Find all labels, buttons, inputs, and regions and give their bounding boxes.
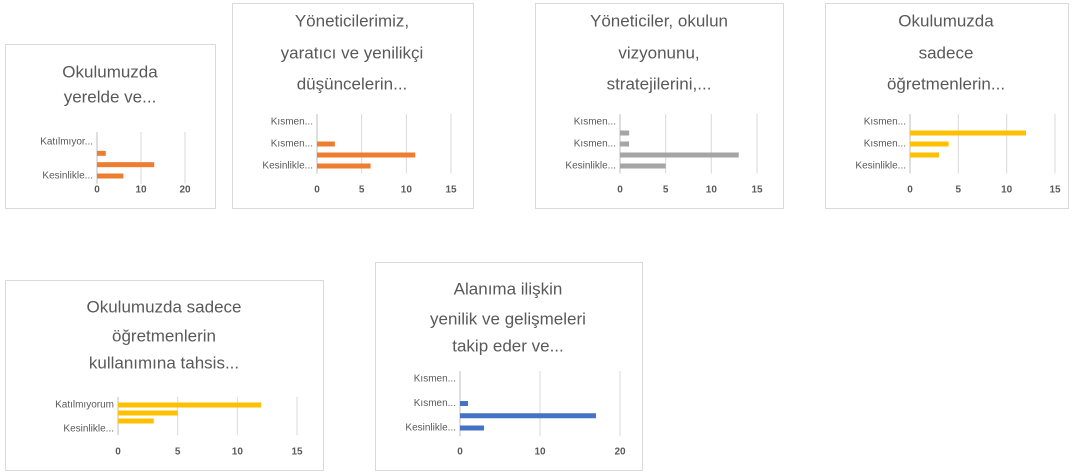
x-tick-label: 10 [401,185,413,196]
y-tick-label: Kısmen... [864,139,906,150]
chart-frame [375,262,643,471]
chart-frame [232,3,474,209]
bar [97,162,155,168]
chart-title: yenilik ve gelişmeleri [430,309,586,328]
x-tick-label: 0 [617,185,623,196]
y-tick-label: Kesinlikle... [42,171,93,182]
bar [620,152,739,158]
x-tick-label: 5 [175,447,181,458]
y-tick-label: Kısmen... [414,374,456,385]
y-tick-label: Kesinlikle... [262,161,313,172]
y-tick-label: Kesinlikle... [565,161,616,172]
bar [317,152,416,158]
x-tick-label: 10 [534,447,546,458]
y-tick-label: Kısmen... [574,139,616,150]
chart-title: öğretmenlerin... [887,74,1005,93]
y-tick-label: Kısmen... [574,117,616,128]
bar [460,425,484,431]
bar [620,163,666,169]
bar [460,401,468,406]
y-tick-label: Katılmıyor... [40,137,93,148]
chart-title: yaratıcı ve yenilikçi [281,43,424,62]
chart-frame [825,3,1069,209]
chart-title: kullanımına tahsis... [89,353,239,372]
x-tick-label: 20 [179,185,191,196]
x-tick-label: 0 [907,185,913,196]
bar [317,141,335,147]
chart-title: düşüncelerin... [297,74,408,93]
x-tick-label: 0 [94,185,100,196]
chart-frame [535,3,784,209]
bar [910,130,1026,136]
y-tick-label: Kesinlikle... [63,424,114,435]
x-tick-label: 15 [751,185,763,196]
chart-title: yerelde ve... [64,87,157,106]
bar [97,173,124,179]
chart-frame [5,280,324,471]
x-tick-label: 10 [1001,185,1013,196]
y-tick-label: Kesinlikle... [855,161,906,172]
x-tick-label: 0 [314,185,320,196]
x-tick-label: 15 [445,185,457,196]
chart-title: Okulumuzda [62,62,158,81]
x-tick-label: 5 [956,185,962,196]
chart-frame [5,44,216,209]
bar [910,141,949,147]
y-tick-label: Kısmen... [414,398,456,409]
x-tick-label: 15 [291,447,303,458]
bar [910,152,939,158]
x-tick-label: 10 [232,447,244,458]
bar [118,410,178,416]
y-tick-label: Kısmen... [271,139,313,150]
chart-title: sadece [919,43,974,62]
chart-title: stratejilerini,... [607,74,712,93]
y-tick-label: Kısmen... [864,117,906,128]
x-tick-label: 20 [614,447,626,458]
chart-title: Okulumuzda sadece [87,297,242,316]
y-tick-label: Katılmıyorum [55,400,114,411]
bar [317,163,371,169]
x-tick-label: 5 [359,185,365,196]
x-tick-label: 10 [135,185,147,196]
y-tick-label: Kesinlikle... [405,423,456,434]
bar [118,402,262,408]
bar [97,150,106,156]
x-tick-label: 0 [457,447,463,458]
chart-title: Yöneticilerimiz, [295,11,409,30]
chart-title: vizyonunu, [618,43,699,62]
chart-title: Okulumuzda [898,11,994,30]
bar [460,413,596,419]
x-tick-label: 15 [1049,185,1061,196]
chart-title: öğretmenlerin [112,326,216,345]
chart-title: Alanıma ilişkin [454,279,563,298]
x-tick-label: 5 [663,185,669,196]
bar [620,141,630,147]
bar [620,130,630,136]
chart-title: Yöneticiler, okulun [590,11,728,30]
chart-title: takip eder ve... [452,336,564,355]
bar [118,418,154,424]
x-tick-label: 10 [706,185,718,196]
y-tick-label: Kısmen... [271,117,313,128]
x-tick-label: 0 [115,447,121,458]
